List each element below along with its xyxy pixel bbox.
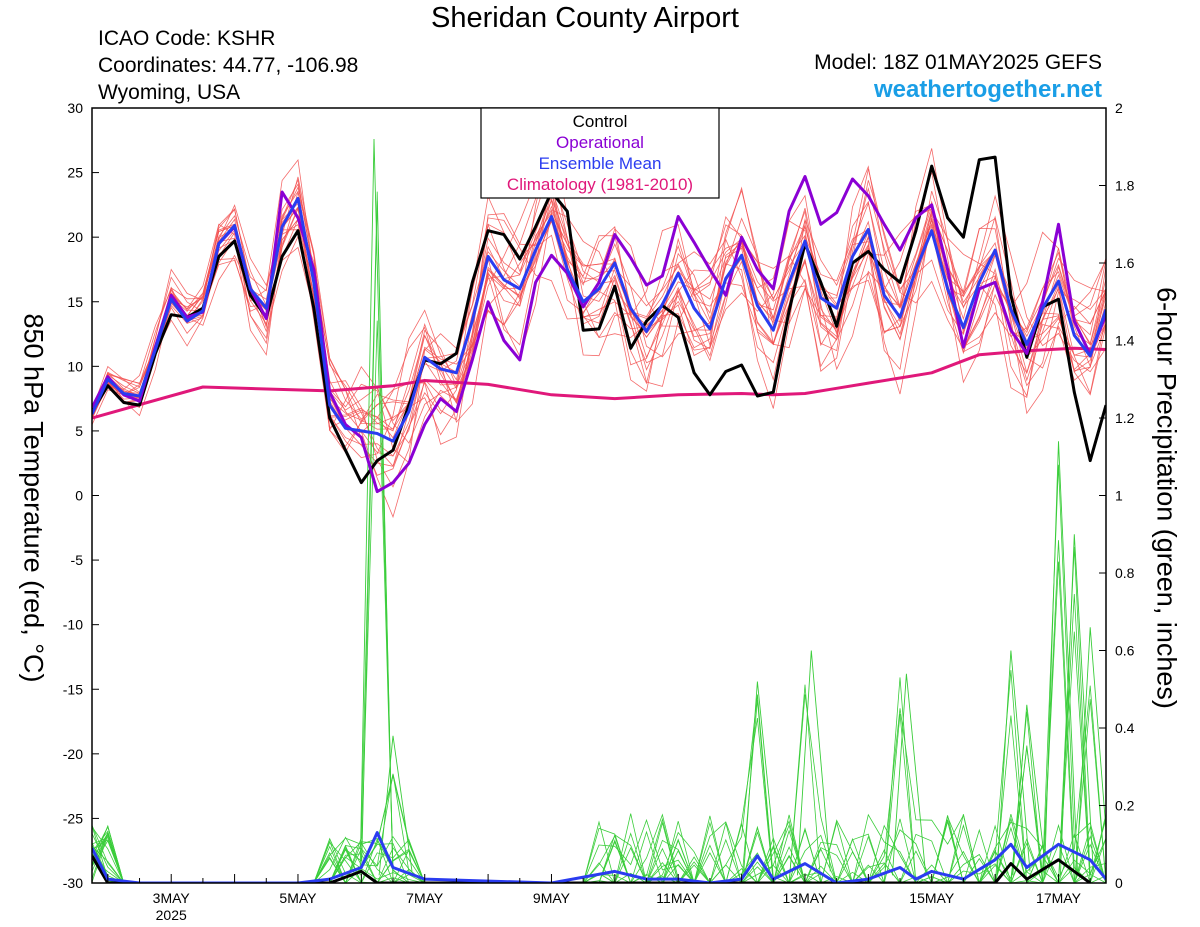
- y2-tick-label: 1: [1115, 488, 1123, 504]
- precip-spike: [378, 735, 413, 876]
- x-tick-sublabel: 2025: [156, 907, 187, 923]
- legend-entry: Operational: [556, 133, 644, 152]
- precip-member-line: [92, 775, 1106, 883]
- y-tick-label: -10: [63, 617, 83, 633]
- precip-spike: [1044, 441, 1078, 876]
- coordinates: Coordinates: 44.77, -106.98: [98, 54, 359, 77]
- y2-tick-label: 0.6: [1115, 643, 1135, 659]
- member-line: [92, 159, 1106, 519]
- precip-spike: [1059, 534, 1094, 876]
- y-tick-label: 30: [67, 100, 83, 116]
- y2-tick-label: 0: [1115, 875, 1123, 891]
- member-line: [92, 194, 1106, 459]
- precip-spike: [796, 650, 831, 876]
- y-tick-label: -30: [63, 875, 83, 891]
- x-tick-label: 11MAY: [656, 890, 700, 906]
- member-line: [92, 165, 1106, 476]
- precip-member-line: [92, 670, 1106, 883]
- y-tick-label: 15: [67, 294, 83, 310]
- y2-tick-label: 0.2: [1115, 798, 1135, 814]
- precip-member-line: [92, 813, 1106, 883]
- y2-tick-label: 1.6: [1115, 255, 1135, 271]
- precip-member-line: [92, 464, 1106, 883]
- y2-tick-label: 1.8: [1115, 178, 1135, 194]
- precip-member-line: [92, 191, 1106, 883]
- y-tick-label: 5: [75, 423, 83, 439]
- precip-spike: [359, 138, 394, 876]
- precip-spike: [996, 650, 1031, 876]
- legend-box: [480, 107, 720, 199]
- y-tick-label: -15: [63, 681, 83, 697]
- website-link[interactable]: weathertogether.net: [873, 76, 1102, 103]
- member-line: [92, 186, 1106, 432]
- series-line-mean: [92, 196, 1106, 443]
- x-tick-label: 15MAY: [909, 890, 955, 906]
- region: Wyoming, USA: [98, 81, 241, 104]
- model-run: Model: 18Z 01MAY2025 GEFS: [814, 51, 1102, 74]
- member-line: [92, 161, 1106, 436]
- y2-tick-label: 2: [1115, 100, 1123, 116]
- y-tick-label: -5: [71, 552, 84, 568]
- member-line: [92, 206, 1106, 430]
- chart-title: Sheridan County Airport: [431, 2, 739, 34]
- precip-spike: [743, 681, 777, 876]
- y2-tick-label: 0.4: [1115, 720, 1135, 736]
- x-tick-label: 3MAY: [153, 890, 191, 906]
- series-line-climatology: [92, 346, 1106, 420]
- member-line: [92, 178, 1106, 457]
- legend-entry: Climatology (1981-2010): [507, 175, 693, 194]
- series-line-precip_control: [92, 855, 1092, 883]
- y2-tick-label: 1.2: [1115, 410, 1135, 426]
- precip-spike: [891, 673, 926, 876]
- x-tick-label: 13MAY: [783, 890, 829, 906]
- series-line-precip_mean: [92, 831, 1106, 883]
- precip-member-line: [92, 813, 1106, 883]
- x-tick-label: 9MAY: [533, 890, 571, 906]
- precip-member-line: [92, 201, 1106, 883]
- precip-spike: [1012, 704, 1047, 876]
- y2-tick-label: 0.8: [1115, 565, 1135, 581]
- y-tick-label: 20: [67, 229, 83, 245]
- precip-member-line: [92, 561, 1106, 883]
- precip-member-line: [92, 820, 1106, 883]
- y-tick-label: 10: [67, 358, 83, 374]
- y-tick-label: 25: [67, 165, 83, 181]
- legend: Control Operational Ensemble Mean Climatolo…: [480, 107, 720, 199]
- icao-code: ICAO Code: KSHR: [98, 27, 276, 50]
- y-tick-label: -20: [63, 746, 83, 762]
- axes: -30-25-20-15-10-505101520253000.20.40.60…: [63, 100, 1135, 923]
- y-tick-label: -25: [63, 810, 83, 826]
- ensemble-members: [92, 135, 1106, 519]
- legend-entry: Ensemble Mean: [539, 154, 662, 173]
- precip-spike: [1075, 627, 1106, 876]
- precip-member-line: [92, 684, 1106, 883]
- x-tick-label: 17MAY: [1036, 890, 1082, 906]
- x-tick-label: 5MAY: [279, 890, 317, 906]
- x-tick-label: 7MAY: [406, 890, 444, 906]
- legend-entry: Control: [573, 112, 628, 131]
- y-tick-label: 0: [75, 488, 83, 504]
- precip-member-line: [92, 593, 1106, 883]
- precip-member-line: [92, 320, 1106, 883]
- series-line-operational: [92, 175, 1106, 494]
- main-series: [92, 155, 1106, 883]
- y2-tick-label: 1.4: [1115, 333, 1135, 349]
